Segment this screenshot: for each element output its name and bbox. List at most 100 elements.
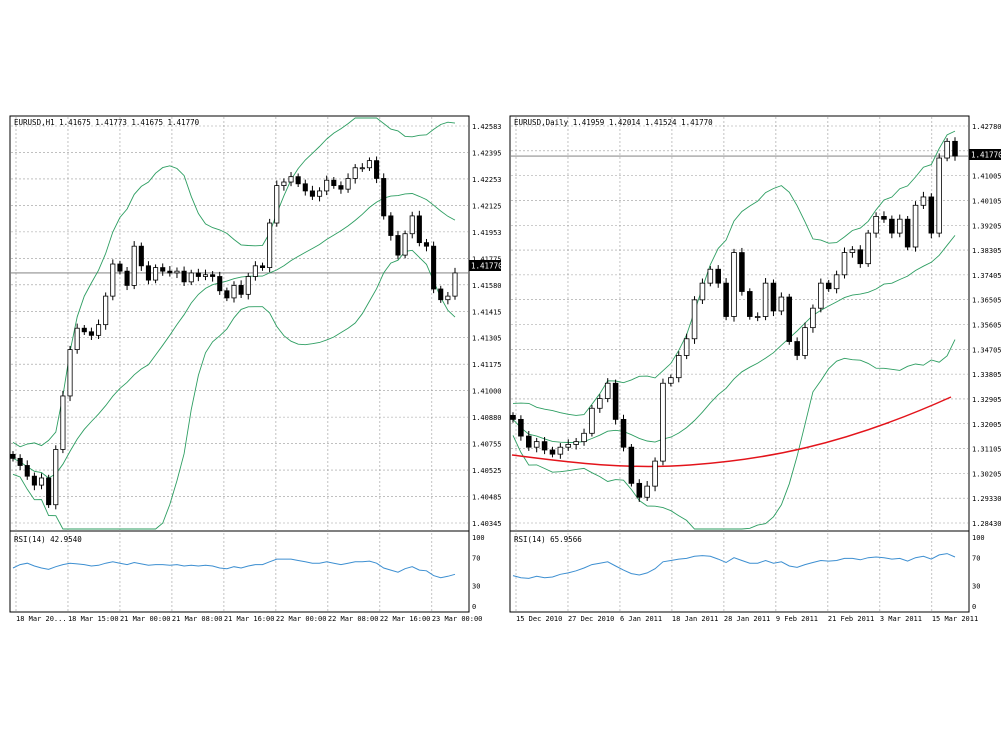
candle-body [889, 218, 895, 234]
candle-body [573, 441, 579, 445]
candle-body [731, 252, 737, 317]
candle-body [231, 285, 237, 299]
candle-body [423, 242, 430, 247]
candle-body [409, 215, 415, 235]
candle-body [952, 140, 958, 157]
rsi-tick-label: 0 [472, 603, 476, 611]
candle-body [604, 382, 611, 399]
candle-body [46, 477, 52, 506]
candle-body [936, 157, 942, 234]
h1-header: EURUSD,H1 1.41675 1.41773 1.41675 1.4177… [14, 118, 200, 127]
candle-body [739, 252, 745, 292]
y-tick-label: 1.41580 [472, 282, 502, 290]
candle-body [153, 267, 159, 281]
daily-price-axis: 1.42780 1.41770 1.41005 1.40105 1.39205 1.383… [972, 123, 1002, 611]
daily-chart-panel[interactable]: 1.42780 1.41770 1.41005 1.40105 1.39205 1.383… [509, 115, 1003, 623]
candle-body [210, 274, 216, 277]
h1-price-label-box [469, 260, 501, 271]
y-tick-label: 1.42395 [472, 149, 502, 157]
candle-body [38, 477, 45, 486]
candle-body [302, 183, 308, 192]
h1-candles [10, 156, 458, 510]
y-tick-label: 1.28430 [972, 520, 1002, 528]
y-tick-label: 1.42125 [472, 202, 502, 210]
candle-body [160, 267, 166, 272]
candle-body [747, 291, 753, 317]
candle-body [715, 268, 721, 284]
y-tick-label: 1.42253 [472, 176, 502, 184]
candle-body [928, 196, 935, 234]
h1-main-frame [9, 115, 470, 532]
candle-body [652, 460, 658, 487]
candle-body [281, 181, 287, 186]
y-tick-label: 1.41415 [472, 308, 502, 316]
y-tick-label: 1.30205 [972, 470, 1002, 478]
y-tick-label: 1.40485 [472, 494, 502, 502]
y-tick-label: 1.40880 [472, 414, 502, 422]
y-tick-label: 1.41005 [972, 173, 1002, 181]
candle-body [131, 245, 137, 286]
candle-body [395, 235, 401, 256]
candle-body [96, 324, 102, 336]
candle-body [557, 446, 564, 455]
y-tick-label: 1.32905 [972, 396, 1002, 404]
candle-body [660, 382, 666, 462]
candle-body [81, 327, 87, 333]
candle-body [644, 485, 650, 498]
candle-body [865, 232, 871, 265]
candle-body [124, 270, 130, 286]
candle-body [770, 282, 777, 312]
h1-price-label: 1.41770 [471, 262, 503, 271]
candle-body [526, 435, 532, 448]
candle-body [794, 341, 800, 356]
band-upper [12, 117, 456, 448]
candle-body [338, 185, 344, 190]
candle-body [259, 265, 266, 268]
candle-body [195, 272, 201, 277]
candle-body [274, 185, 280, 224]
h1-rsi-frame [9, 530, 470, 613]
candle-body [238, 285, 244, 295]
y-tick-label: 1.41953 [472, 229, 502, 237]
daily-header: EURUSD,Daily 1.41959 1.42014 1.41524 1.4… [514, 118, 713, 127]
candle-body [167, 270, 173, 274]
y-tick-label: 1.37405 [972, 272, 1002, 280]
candle-body [416, 215, 422, 244]
candle-body [707, 268, 714, 284]
candle-body [224, 290, 230, 299]
candle-body [374, 160, 380, 179]
x-tick-label: 18 Jan 2011 [672, 615, 718, 623]
y-tick-label: 1.41775 [472, 255, 502, 263]
candle-body [345, 178, 351, 190]
band-upper [512, 130, 956, 416]
h1-chart-panel[interactable]: 1.42583 1.42395 1.42253 1.42125 1.41953 1.417… [9, 115, 503, 623]
daily-price-label-box [969, 149, 1001, 160]
candle-body [103, 295, 109, 326]
x-tick-label: 18 Mar 20... [16, 615, 67, 623]
daily-price-label: 1.41770 [971, 151, 1003, 160]
candle-body [565, 444, 572, 448]
candle-body [904, 218, 911, 248]
candle-body [810, 307, 816, 329]
h1-time-axis: 18 Mar 20... 18 Mar 15:00 21 Mar 00:00 21 M… [16, 615, 482, 623]
candle-body [217, 276, 223, 292]
candle-body [873, 216, 879, 234]
candle-body [317, 190, 323, 197]
candle-body [841, 252, 848, 276]
candle-body [802, 327, 808, 356]
candle-body [589, 407, 595, 434]
daily-rsi-line [512, 553, 956, 579]
candle-body [31, 475, 37, 486]
candle-body [857, 249, 864, 265]
band-lower [512, 339, 956, 530]
candle-body [245, 276, 251, 295]
candle-body [53, 449, 59, 506]
candle-body [549, 449, 556, 455]
daily-time-axis: 15 Dec 2010 27 Dec 2010 6 Jan 2011 18 Jan 2… [516, 615, 978, 623]
candle-body [324, 179, 330, 192]
candle-body [60, 395, 66, 450]
rsi-series-line [512, 553, 956, 579]
candle-body [541, 441, 548, 451]
y-tick-label: 1.29330 [972, 495, 1002, 503]
